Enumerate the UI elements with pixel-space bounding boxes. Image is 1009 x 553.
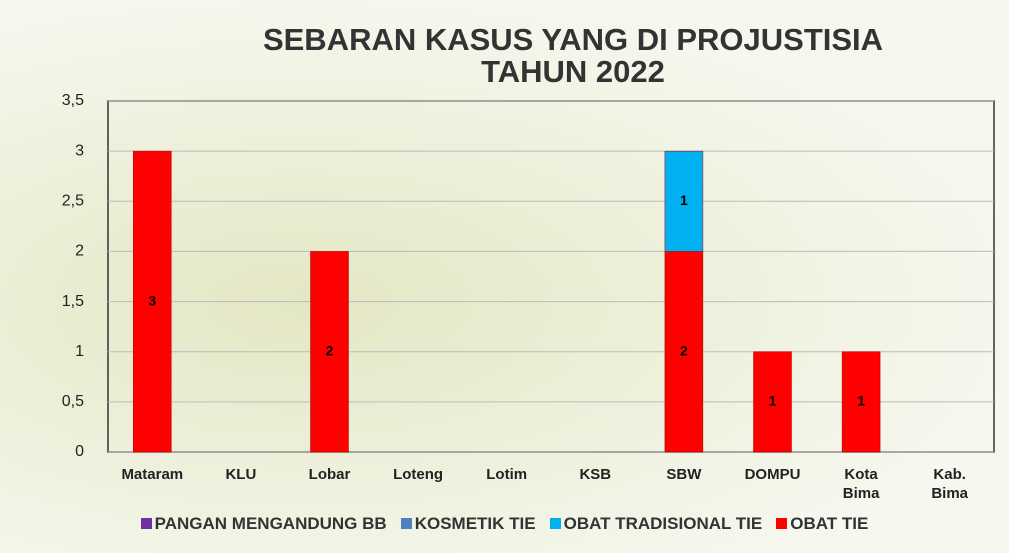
legend-item: OBAT TRADISIONAL TIE [549,514,763,534]
legend-swatch [549,518,561,529]
data-label: 1 [769,393,777,409]
x-tick-label: DOMPU [744,466,801,483]
x-tick-label: KLU [225,466,257,483]
data-label: 2 [326,342,334,358]
y-tick-label: 2 [75,243,84,260]
x-tick-label: Mataram [121,466,184,483]
data-label: 3 [148,292,156,308]
legend-swatch [140,518,152,529]
x-tick-label: Lotim [486,466,528,483]
legend-item: PANGAN MENGANDUNG BB [140,514,387,534]
y-tick-label: 1 [75,343,84,360]
legend-swatch [776,518,788,529]
data-label: 1 [680,192,688,208]
legend-label: OBAT TIE [790,514,869,533]
chart-title: TAHUN 2022 [481,54,665,89]
x-tick-label: Lobar [308,466,351,483]
legend-label: OBAT TRADISIONAL TIE [563,514,763,533]
bar [133,150,172,453]
legend-label: KOSMETIK TIE [414,514,536,533]
x-tick-label: Kab. Bima [931,466,969,502]
y-tick-label: 0,5 [62,393,84,410]
legend-label: PANGAN MENGANDUNG BB [154,514,387,533]
data-label: 1 [857,393,865,409]
y-tick-label: 2,5 [62,193,84,210]
legend: PANGAN MENGANDUNG BB KOSMETIK TIE OBAT TRA… [0,514,1009,534]
legend-item: OBAT TIE [776,514,868,534]
legend-item: KOSMETIK TIE [400,514,536,534]
x-tick-label: Loteng [393,466,444,483]
x-tick-label: KSB [579,466,612,483]
bar [310,251,349,453]
y-tick-label: 0 [75,443,84,460]
y-tick-label: 1,5 [62,293,84,310]
bar [841,351,881,453]
x-tick-label: SBW [666,466,702,483]
data-label: 2 [680,342,688,358]
chart-title: SEBARAN KASUS YANG DI PROJUSTISIA [262,22,884,57]
y-tick-label: 3 [75,142,84,159]
x-tick-label: Kota Bima [842,466,880,502]
legend-swatch [400,518,412,529]
bar [753,351,792,453]
bar [664,150,704,252]
y-tick-label: 3,5 [62,92,84,109]
